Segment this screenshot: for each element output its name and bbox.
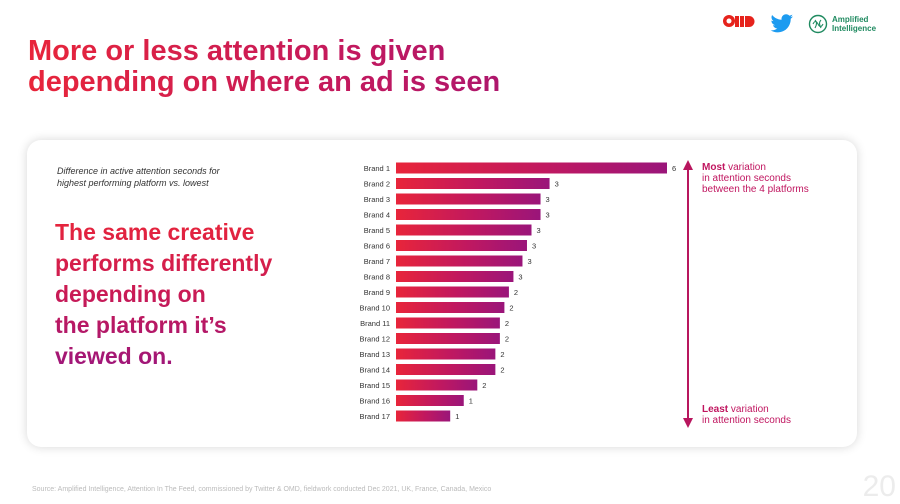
category-label: Brand 4 bbox=[364, 211, 390, 220]
bar bbox=[396, 271, 514, 282]
bar bbox=[396, 395, 464, 406]
category-label: Brand 9 bbox=[364, 288, 390, 297]
bar bbox=[396, 286, 509, 298]
category-label: Brand 14 bbox=[360, 366, 390, 375]
bar-value-label: 3 bbox=[537, 226, 541, 235]
bar bbox=[396, 209, 541, 220]
arrow-head-up bbox=[683, 160, 693, 170]
most-variation-label: Most variation in attention seconds betw… bbox=[702, 162, 809, 195]
bar-value-label: 2 bbox=[509, 304, 513, 313]
chart-card: Difference in active attention seconds f… bbox=[27, 140, 857, 447]
bar-value-label: 3 bbox=[518, 273, 522, 282]
bar bbox=[396, 193, 541, 205]
bar-value-label: 1 bbox=[455, 412, 459, 421]
category-label: Brand 3 bbox=[364, 195, 390, 204]
arrow-head-down bbox=[683, 418, 693, 428]
category-label: Brand 16 bbox=[360, 397, 390, 406]
least-bold: Least bbox=[702, 404, 729, 415]
omd-mark-icon bbox=[723, 15, 755, 27]
category-label: Brand 15 bbox=[360, 381, 390, 390]
logo-bar: Amplified Intelligence bbox=[722, 12, 882, 35]
bar-value-label: 2 bbox=[514, 288, 518, 297]
amplified-intelligence-logo: Amplified Intelligence bbox=[808, 14, 882, 34]
category-label: Brand 8 bbox=[364, 273, 390, 282]
category-label: Brand 13 bbox=[360, 350, 390, 359]
bar bbox=[396, 302, 505, 313]
most-bold: Most bbox=[702, 162, 726, 173]
category-label: Brand 11 bbox=[360, 319, 390, 328]
bar-value-label: 2 bbox=[500, 366, 504, 375]
category-label: Brand 1 bbox=[364, 164, 390, 173]
category-label: Brand 2 bbox=[364, 180, 390, 189]
bar-value-label: 1 bbox=[469, 397, 473, 406]
bar-value-label: 3 bbox=[532, 242, 536, 251]
omd-logo bbox=[722, 12, 756, 35]
bar-value-label: 2 bbox=[482, 381, 486, 390]
twitter-bird-icon bbox=[770, 13, 793, 32]
bar bbox=[396, 317, 500, 329]
chart-subtitle: Difference in active attention seconds f… bbox=[57, 165, 267, 189]
bar bbox=[396, 364, 496, 375]
category-label: Brand 17 bbox=[360, 412, 390, 421]
bar-value-label: 3 bbox=[527, 257, 531, 266]
most-line-3: between the 4 platforms bbox=[702, 184, 809, 195]
bar bbox=[396, 348, 496, 360]
category-label: Brand 7 bbox=[364, 257, 390, 266]
bar bbox=[396, 255, 523, 267]
amplified-logo-line2: Intelligence bbox=[832, 23, 877, 33]
category-label: Brand 6 bbox=[364, 242, 390, 251]
bar-value-label: 3 bbox=[546, 195, 550, 204]
category-label: Brand 12 bbox=[360, 335, 390, 344]
bar bbox=[396, 178, 550, 189]
slide-title: More or less attention is given dependin… bbox=[28, 36, 648, 98]
bar bbox=[396, 410, 451, 422]
source-footnote: Source: Amplified Intelligence, Attentio… bbox=[32, 486, 492, 493]
bar-value-label: 3 bbox=[546, 211, 550, 220]
bar-value-label: 6 bbox=[672, 164, 676, 173]
bar-value-label: 2 bbox=[505, 335, 509, 344]
most-rest: variation bbox=[725, 162, 766, 173]
subtitle-line-2: highest performing platform vs. lowest bbox=[57, 178, 209, 188]
least-variation-label: Least variation in attention seconds bbox=[702, 404, 791, 426]
bar bbox=[396, 379, 478, 391]
bar-value-label: 2 bbox=[500, 350, 504, 359]
bar-value-label: 3 bbox=[555, 180, 559, 189]
bar-value-label: 2 bbox=[505, 319, 509, 328]
bar bbox=[396, 333, 500, 344]
least-line-2: in attention seconds bbox=[702, 415, 791, 426]
brain-icon bbox=[808, 14, 828, 33]
title-line-1: More or less attention is given bbox=[28, 35, 446, 67]
category-label: Brand 10 bbox=[360, 304, 390, 313]
bar bbox=[396, 224, 532, 236]
variation-arrow bbox=[683, 160, 693, 428]
amplified-logo-line1: Amplified bbox=[832, 14, 869, 24]
bar bbox=[396, 240, 527, 251]
subtitle-line-1: Difference in active attention seconds f… bbox=[57, 166, 220, 176]
least-rest: variation bbox=[728, 404, 769, 415]
category-label: Brand 5 bbox=[364, 226, 390, 235]
title-line-2: depending on where an ad is seen bbox=[28, 66, 501, 98]
most-line-2: in attention seconds bbox=[702, 173, 791, 184]
page-number: 20 bbox=[862, 470, 896, 503]
bar bbox=[396, 162, 667, 174]
